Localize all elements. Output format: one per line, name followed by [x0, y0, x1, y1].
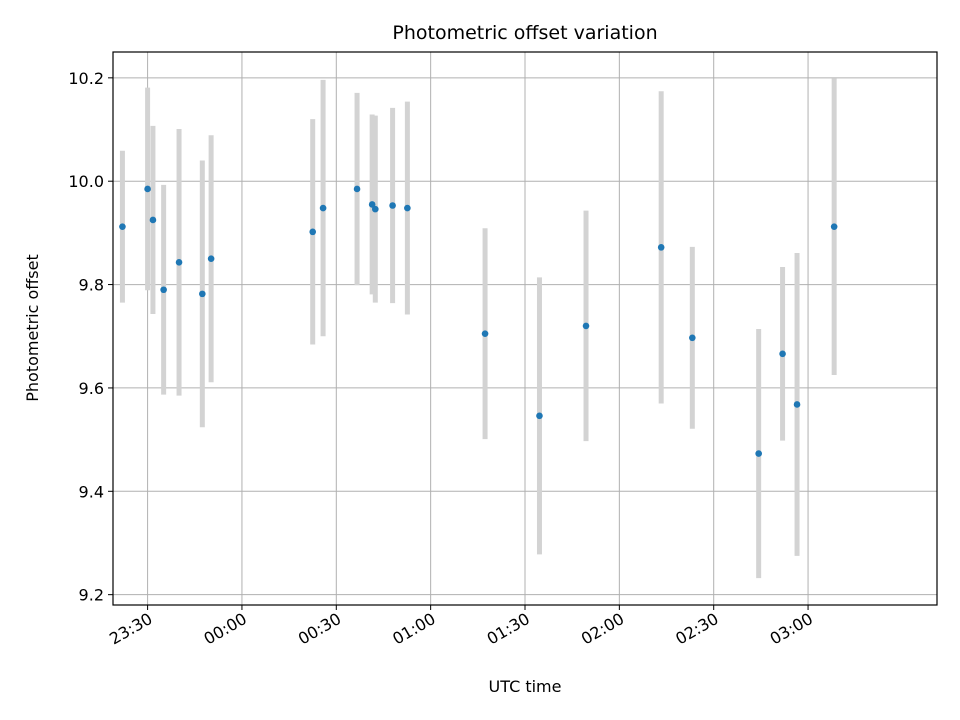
y-tick-label: 9.4	[79, 482, 104, 501]
data-point	[368, 201, 376, 208]
x-tick-label: 02:00	[578, 609, 627, 649]
grid	[113, 52, 937, 605]
x-tick-label: 00:00	[201, 609, 250, 649]
x-tick-label: 03:00	[767, 609, 816, 649]
y-tick-label: 9.2	[79, 586, 104, 605]
data-point	[309, 228, 317, 236]
data-point	[755, 450, 762, 457]
y-tick-label: 10.0	[68, 172, 104, 191]
data-point	[536, 412, 543, 420]
y-tick-label: 10.2	[68, 69, 104, 88]
data-point	[199, 290, 206, 298]
x-axis: 23:30 00:00 00:30 01:00 01:30 02:00 02:30 03:00	[106, 605, 816, 649]
y-tick-label: 9.6	[79, 379, 104, 398]
x-axis-label: UTC time	[489, 677, 562, 696]
data-point	[481, 330, 489, 337]
x-tick-label: 02:30	[672, 609, 721, 649]
x-tick-label: 23:30	[106, 609, 155, 649]
data-point	[582, 322, 590, 330]
data-point	[657, 244, 665, 251]
data-point	[404, 204, 411, 212]
y-axis: 9.2 9.4 9.6 9.8 10.0 10.2	[68, 69, 113, 605]
data-point	[371, 205, 379, 213]
data-point	[689, 334, 696, 342]
data-points	[119, 185, 838, 457]
x-tick-label: 01:30	[484, 609, 533, 649]
data-point	[160, 286, 167, 294]
data-point	[319, 204, 327, 212]
data-point	[175, 259, 183, 266]
data-point	[119, 223, 126, 230]
data-point	[144, 185, 151, 193]
data-point	[793, 401, 801, 408]
error-bars	[119, 78, 837, 579]
x-tick-label: 00:30	[295, 609, 344, 649]
data-point	[389, 202, 396, 209]
data-point	[779, 350, 786, 358]
chart-title: Photometric offset variation	[392, 22, 657, 44]
data-point	[353, 185, 361, 193]
data-point	[830, 223, 838, 230]
data-point	[149, 216, 157, 224]
data-point	[207, 255, 215, 263]
y-axis-label: Photometric offset	[23, 254, 42, 402]
y-tick-label: 9.8	[79, 276, 104, 295]
x-tick-label: 01:00	[389, 609, 438, 649]
